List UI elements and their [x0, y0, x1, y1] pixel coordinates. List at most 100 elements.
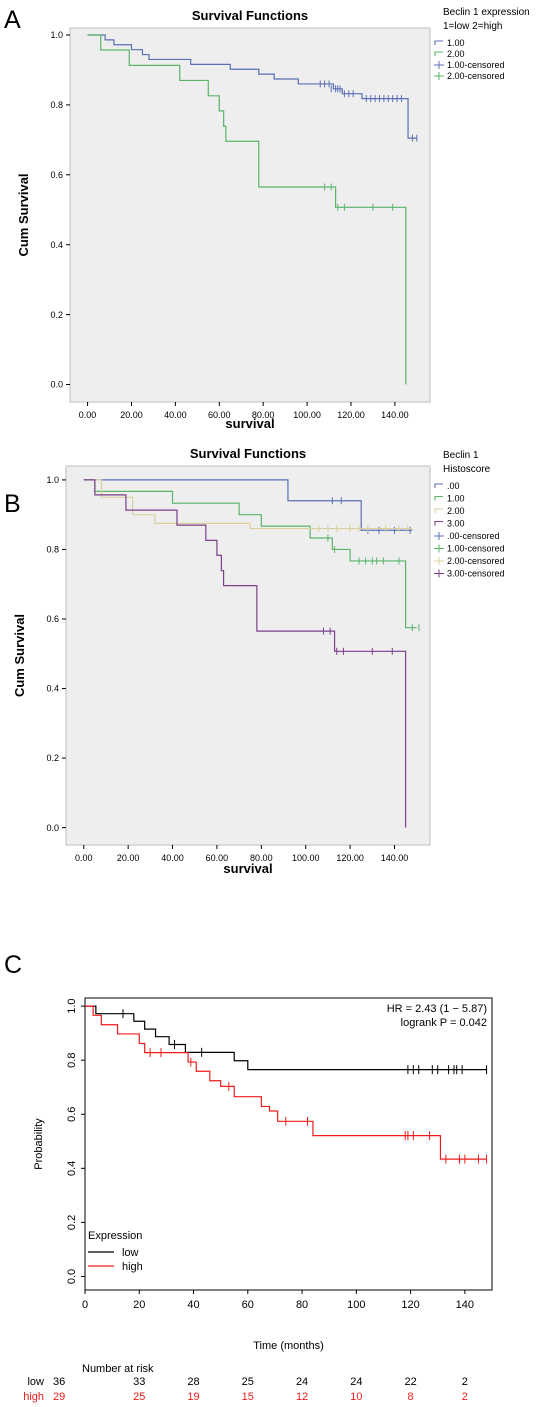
a-legend-line-swatch — [434, 51, 443, 56]
c-at-risk-value: 24 — [296, 1376, 308, 1388]
c-y-tick-label: 1.0 — [66, 998, 78, 1013]
b-y-axis-label: Cum Survival — [12, 614, 27, 697]
b-x-axis-label: survival — [223, 861, 272, 876]
b-chart-title: Survival Functions — [190, 446, 306, 461]
c-at-risk-value: 2 — [462, 1391, 468, 1403]
b-legend-entry-label: 3.00 — [447, 519, 465, 529]
a-chart-title: Survival Functions — [192, 8, 308, 23]
c-annotation: logrank P = 0.042 — [401, 1017, 487, 1029]
b-series-1-line — [83, 479, 413, 531]
b-x-tick-label: 40.00 — [161, 853, 184, 863]
panel-a-letter: A — [4, 6, 21, 34]
b-legend-title: Histoscore — [443, 464, 491, 475]
a-y-tick-label: 0.4 — [50, 240, 63, 250]
c-y-tick-label: 0.8 — [66, 1053, 78, 1068]
b-y-tick-label: 0.2 — [46, 753, 59, 763]
c-at-risk-value: 8 — [408, 1391, 414, 1403]
a-x-tick-label: 120.00 — [337, 410, 365, 420]
a-x-axis-label: survival — [225, 416, 274, 431]
a-y-tick-label: 1.0 — [50, 30, 63, 40]
c-x-tick-label: 120 — [401, 1299, 419, 1311]
c-plot-area — [84, 997, 493, 1291]
b-legend-entry-label: 2.00-censored — [447, 556, 505, 566]
chart-c: 0 20 40 60 80 100 120 140 0.0 0.2 0.4 0.6 0.8 1.0 Time… — [23, 997, 493, 1403]
b-legend-line-swatch — [434, 520, 443, 526]
c-annotation: HR = 2.43 (1 − 5.87) — [387, 1003, 487, 1015]
c-at-risk-value: 25 — [133, 1391, 145, 1403]
chart-b: Survival Functions 0.00 20.00 40.00 60.00 80.… — [12, 446, 505, 876]
c-at-risk-value: 19 — [187, 1391, 199, 1403]
panel-b-letter: B — [4, 490, 21, 518]
c-y-tick-label: 0.4 — [66, 1161, 78, 1176]
a-x-tick-label: 60.00 — [208, 410, 231, 420]
panel-a: A Survival Functions 0.00 20.00 40.00 60.00 8… — [4, 6, 530, 431]
a-legend-line-swatch — [434, 40, 443, 45]
c-x-tick-label: 20 — [133, 1299, 145, 1311]
c-at-risk-value: 2 — [462, 1376, 468, 1388]
panel-c-letter: C — [4, 951, 22, 979]
b-legend-line-swatch — [434, 508, 443, 513]
a-x-tick-label: 100.00 — [293, 410, 321, 420]
b-legend-line-swatch — [434, 495, 443, 501]
b-legend-line-swatch — [434, 483, 443, 488]
b-y-tick-label: 0.8 — [46, 545, 59, 555]
c-at-risk-value: 10 — [350, 1391, 362, 1403]
b-legend-entry-label: 1.00-censored — [447, 544, 505, 554]
c-at-risk-value: 25 — [242, 1376, 254, 1388]
a-legend-title: Beclin 1 expression — [443, 7, 530, 18]
c-legend-entry-label: high — [122, 1261, 143, 1273]
c-series-1-line — [85, 1005, 487, 1071]
a-legend-entry-label: 1.00 — [447, 38, 465, 48]
a-y-tick-label: 0.0 — [50, 380, 63, 390]
c-legend-title: Expression — [88, 1230, 142, 1242]
c-x-tick-label: 100 — [347, 1299, 365, 1311]
b-series-3-line — [83, 479, 413, 530]
b-legend-entry-label: 1.00 — [447, 494, 465, 504]
c-y-tick-label: 0.0 — [66, 1269, 78, 1284]
c-at-risk-row-label: low — [27, 1376, 44, 1388]
chart-a: Survival Functions 0.00 20.00 40.00 60.00 80.… — [16, 7, 530, 431]
b-x-tick-label: 60.00 — [206, 853, 229, 863]
b-legend-entry-label: .00 — [447, 481, 460, 491]
a-y-tick-label: 0.6 — [50, 170, 63, 180]
b-legend-title: Beclin 1 — [443, 450, 479, 461]
a-series-2-line — [87, 34, 407, 385]
c-at-risk-value: 36 — [53, 1376, 65, 1388]
b-x-tick-label: 100.00 — [292, 853, 320, 863]
b-legend-entry-label: .00-censored — [447, 531, 500, 541]
a-x-tick-label: 40.00 — [164, 410, 187, 420]
c-at-risk-row-label: high — [23, 1391, 44, 1403]
b-series-4-line — [83, 479, 407, 828]
c-x-axis-label: Time (months) — [253, 1340, 324, 1352]
a-legend-entry-label: 1.00-censored — [447, 60, 505, 70]
a-x-tick-label: 20.00 — [120, 410, 143, 420]
c-at-risk-value: 24 — [350, 1376, 362, 1388]
c-at-risk-value: 33 — [133, 1376, 145, 1388]
a-plot-area — [69, 27, 431, 403]
c-x-tick-label: 60 — [242, 1299, 254, 1311]
b-legend-entry-label: 3.00-censored — [447, 569, 505, 579]
panel-c: C 0 20 40 60 80 100 120 140 0.0 0.2 0.4 0.6 0.8 1.0 Ti… — [4, 951, 493, 1403]
b-x-tick-label: 0.00 — [75, 853, 93, 863]
b-y-tick-label: 0.4 — [46, 684, 59, 694]
a-y-tick-label: 0.2 — [50, 310, 63, 320]
b-y-tick-label: 0.6 — [46, 614, 59, 624]
c-legend-entry-label: low — [122, 1247, 139, 1259]
b-x-tick-label: 140.00 — [381, 853, 409, 863]
c-at-risk-value: 22 — [404, 1376, 416, 1388]
panel-b: B Survival Functions 0.00 20.00 40.00 60.00 8… — [4, 446, 505, 876]
c-series-2-line — [85, 1005, 487, 1160]
c-at-risk-value: 29 — [53, 1391, 65, 1403]
c-y-tick-label: 0.6 — [66, 1107, 78, 1122]
c-at-risk-value: 15 — [242, 1391, 254, 1403]
c-x-tick-label: 0 — [82, 1299, 88, 1311]
a-y-axis-label: Cum Survival — [16, 173, 31, 256]
a-y-tick-label: 0.8 — [50, 100, 63, 110]
c-at-risk-value: 28 — [187, 1376, 199, 1388]
a-x-tick-label: 80.00 — [252, 410, 275, 420]
c-x-tick-label: 80 — [296, 1299, 308, 1311]
a-series-1-line — [87, 34, 417, 139]
a-legend-entry-label: 2.00-censored — [447, 71, 505, 81]
b-x-tick-label: 20.00 — [117, 853, 140, 863]
